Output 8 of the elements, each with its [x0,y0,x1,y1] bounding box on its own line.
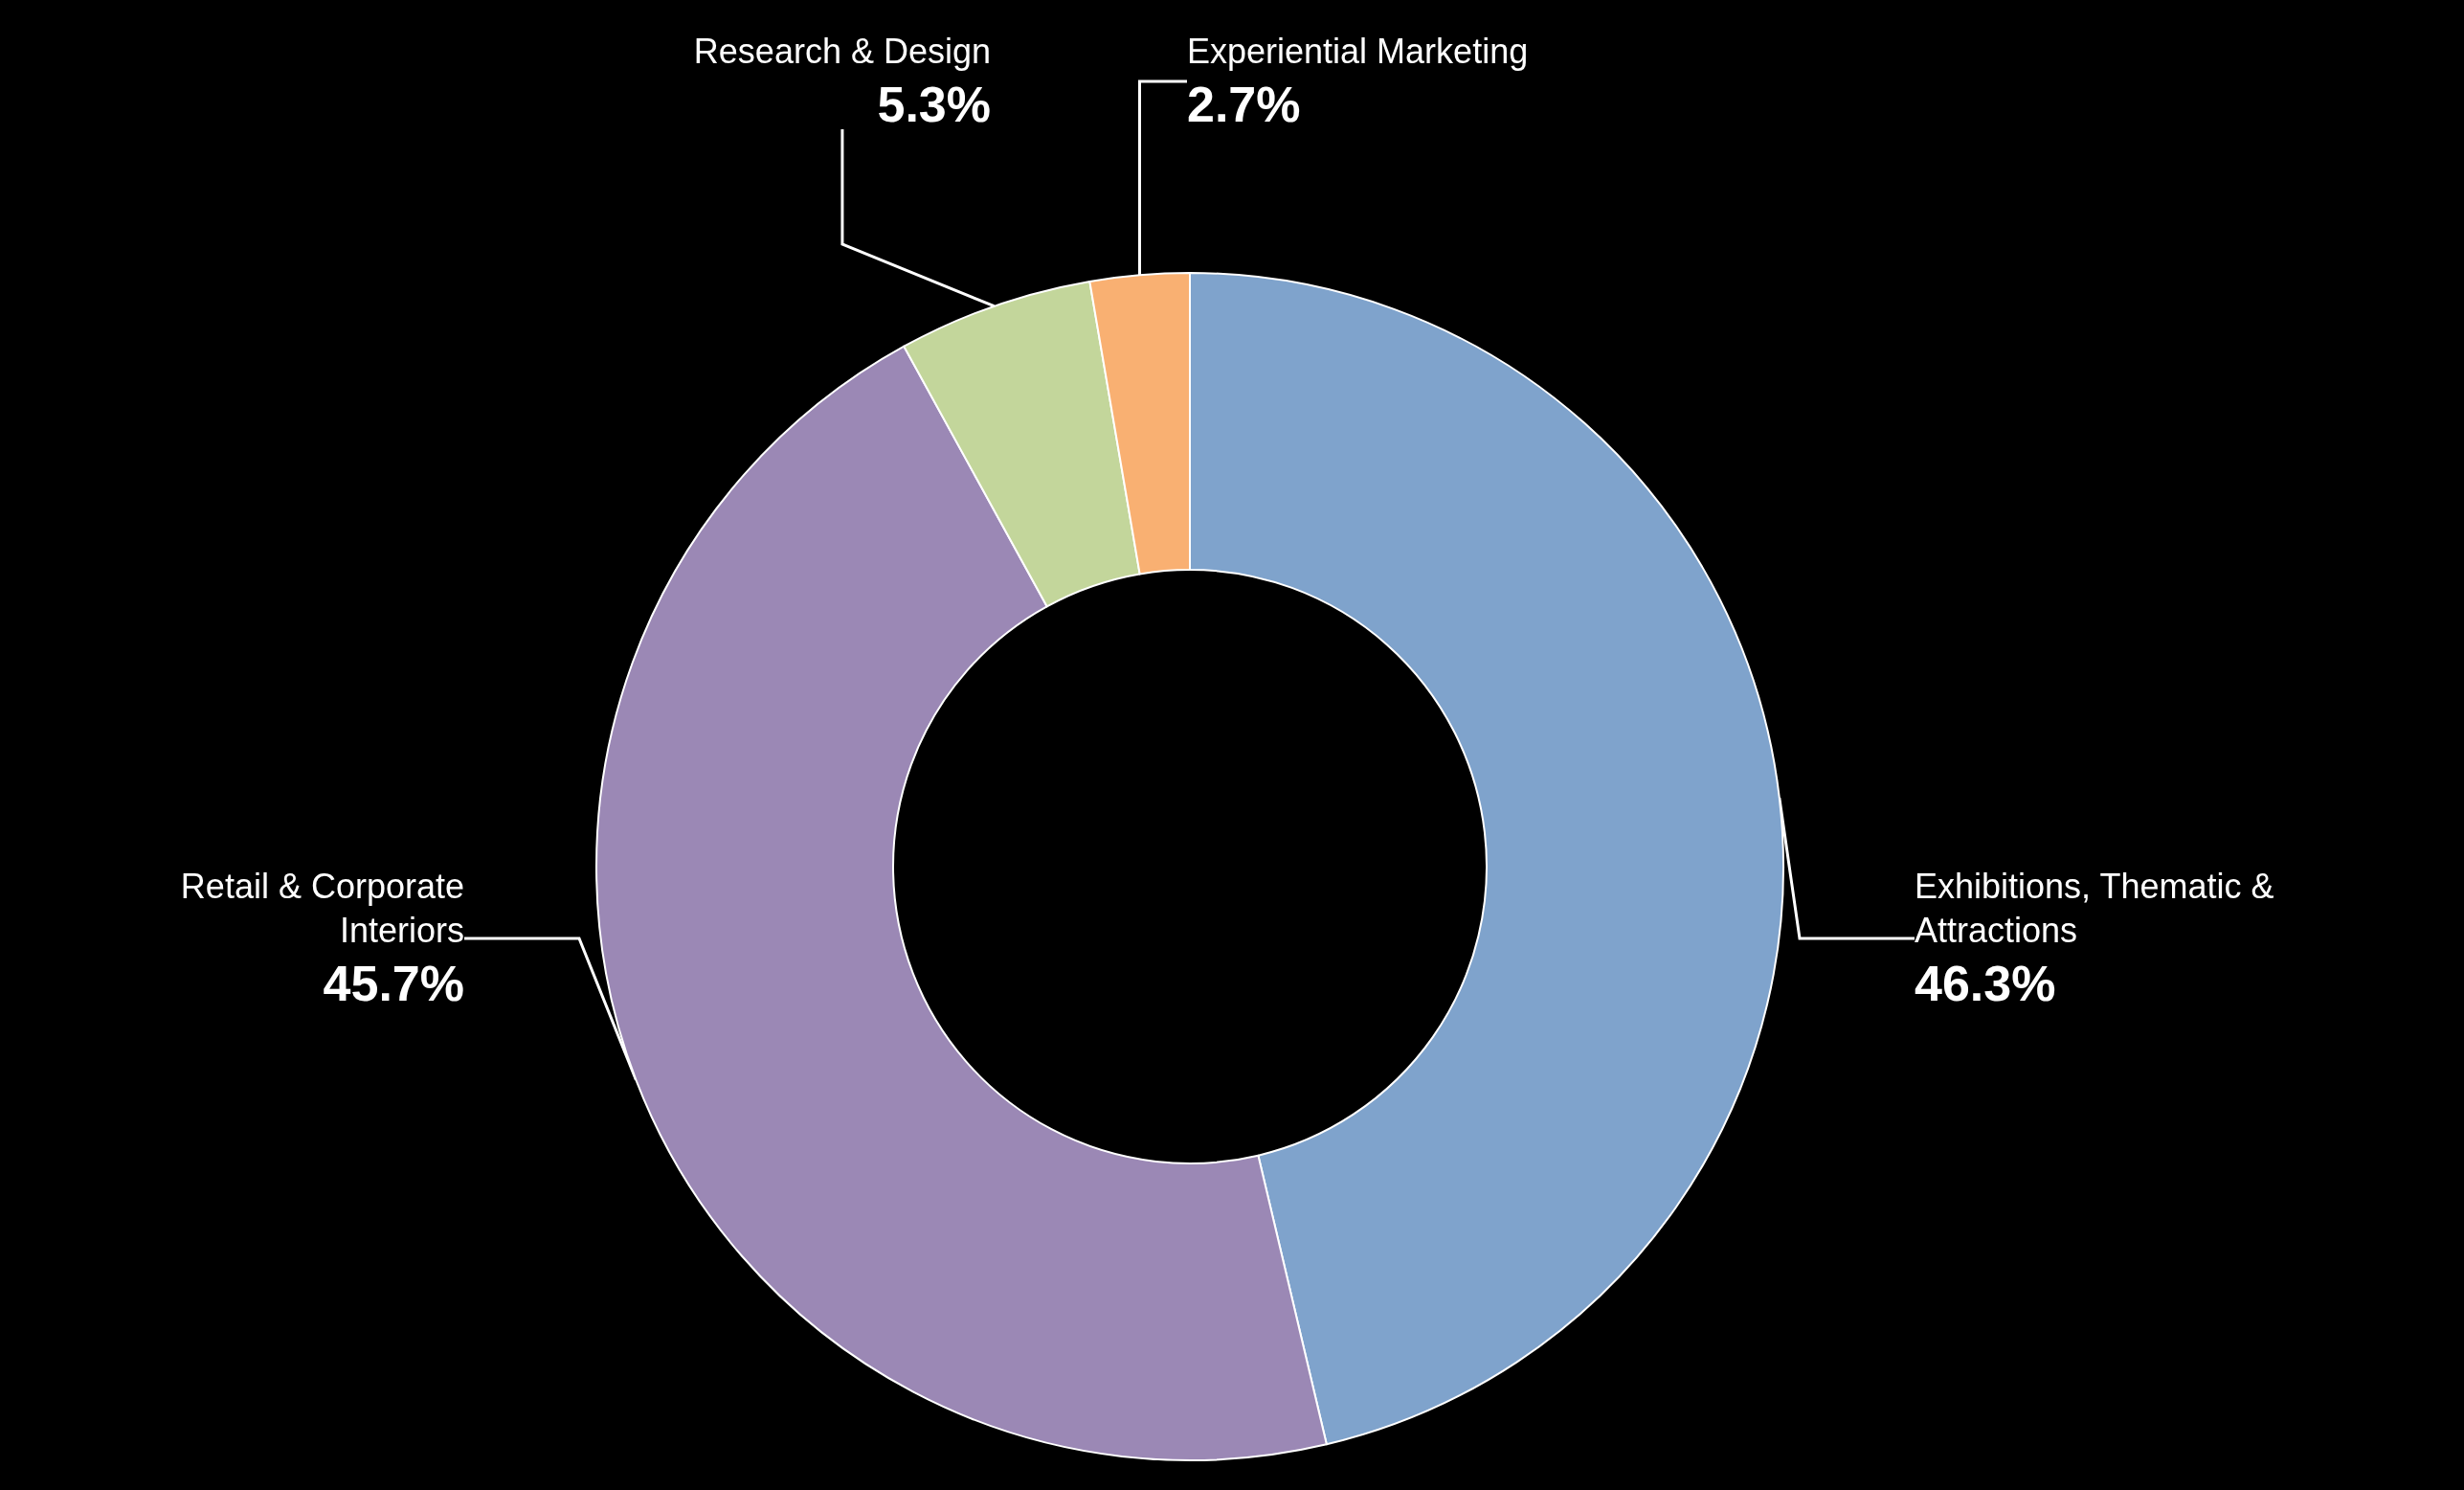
data-label: 5.3% [877,77,991,132]
slice-label: Research & Design [693,31,991,71]
data-label: 46.3% [1915,956,2056,1011]
slice-label: Experiential Marketing [1187,31,1529,71]
data-label: 45.7% [323,956,464,1011]
data-label: 2.7% [1187,77,1301,132]
slice-label: Exhibitions, Thematic & Attractions [1915,866,2274,950]
slice-label: Retail & Corporate Interiors [180,866,464,950]
